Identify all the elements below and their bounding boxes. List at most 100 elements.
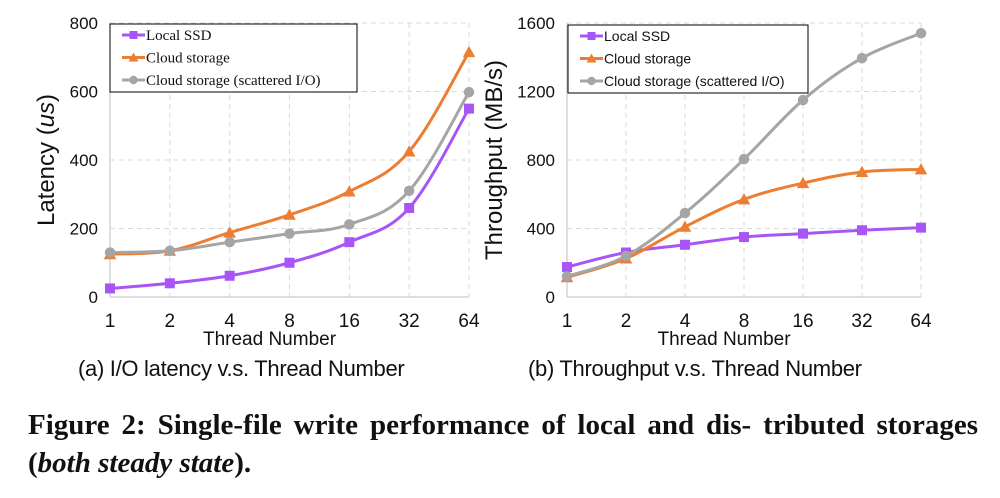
- y-axis-label-unit: us: [33, 102, 60, 127]
- legend-item: Cloud storage: [580, 51, 691, 67]
- y-axis-label: Throughput (MB/s): [481, 60, 508, 260]
- x-tick-label: 2: [621, 311, 632, 332]
- square-marker: [680, 239, 690, 250]
- square-marker: [224, 270, 235, 281]
- legend-label: Cloud storage: [146, 51, 230, 67]
- circle-marker: [856, 52, 868, 64]
- legend-item: Cloud storage (scattered I/O): [122, 73, 321, 89]
- circle-marker: [164, 245, 176, 257]
- x-axis-label: Thread Number: [203, 329, 337, 350]
- legend-label: Cloud storage (scattered I/O): [146, 73, 321, 89]
- circle-marker: [224, 236, 235, 248]
- circle-marker: [561, 271, 573, 282]
- triangle-marker: [737, 193, 751, 205]
- circle-marker: [129, 75, 138, 85]
- x-axis-label: Thread Number: [657, 329, 791, 350]
- x-tick-label: 2: [165, 311, 176, 332]
- triangle-marker: [586, 53, 597, 63]
- square-marker: [562, 262, 572, 273]
- y-axis-label: Latency (us): [33, 94, 60, 226]
- square-marker: [284, 257, 295, 268]
- circle-marker: [403, 185, 415, 197]
- figure-caption-end: ).: [234, 447, 252, 479]
- circle-marker: [104, 247, 116, 258]
- y-axis-label-suffix: ): [33, 94, 60, 102]
- y-tick-label: 0: [546, 288, 555, 307]
- triangle-marker: [402, 145, 416, 157]
- circle-marker: [344, 219, 355, 230]
- square-marker: [916, 222, 926, 233]
- legend-item: Cloud storage: [122, 51, 230, 67]
- legend-label: Local SSD: [146, 28, 212, 44]
- circle-marker: [679, 207, 691, 219]
- triangle-marker: [796, 176, 810, 189]
- x-tick-label: 8: [739, 311, 750, 332]
- throughput-chart: 0 400 800 1200 1600 1 2 4 8 16 32 64 Thread Number Th…: [481, 14, 932, 350]
- legend-box: [109, 23, 358, 93]
- circle-marker: [463, 86, 475, 98]
- x-tick-label: 4: [680, 311, 691, 332]
- triangle-marker: [283, 208, 296, 220]
- legend-box: [567, 24, 809, 94]
- legend-item: Local SSD: [580, 28, 670, 44]
- square-marker: [587, 32, 596, 40]
- x-tick-label: 32: [399, 311, 420, 332]
- subcaption-b: (b) Throughput v.s. Thread Number: [528, 356, 862, 381]
- y-tick-label: 800: [70, 14, 98, 33]
- x-tick-label: 1: [105, 311, 116, 332]
- triangle-marker: [128, 52, 139, 62]
- legend: Local SSD Cloud storage Cloud storage (sca…: [109, 23, 358, 93]
- latency-chart: 0 200 400 600 800 1 2 4 8 16 32 64 Thread Number Late…: [33, 14, 480, 350]
- circle-marker: [284, 228, 295, 239]
- x-tick-label: 64: [458, 311, 480, 332]
- x-tick-label: 64: [910, 311, 932, 332]
- y-tick-label: 800: [527, 151, 555, 170]
- square-marker: [739, 232, 749, 243]
- triangle-marker: [462, 45, 476, 58]
- square-marker: [129, 31, 138, 39]
- circle-marker: [915, 28, 927, 39]
- legend: Local SSD Cloud storage Cloud storage (sca…: [567, 24, 809, 94]
- y-tick-label: 400: [527, 220, 555, 239]
- series-cloud-storage-scattered-i-o: [104, 86, 475, 258]
- square-marker: [105, 283, 115, 294]
- triangle-marker: [678, 220, 692, 232]
- x-tick-label: 8: [284, 311, 295, 332]
- y-tick-label: 600: [70, 83, 98, 102]
- circle-marker: [587, 76, 596, 86]
- y-axis-label-prefix: Latency (: [33, 127, 60, 226]
- legend-label: Local SSD: [604, 28, 670, 44]
- triangle-marker: [914, 163, 928, 175]
- y-tick-label: 400: [70, 151, 98, 170]
- circle-marker: [620, 250, 632, 262]
- x-tick-label: 1: [562, 311, 573, 332]
- figure-caption-text: Figure 2: Single-file write performance …: [28, 409, 978, 479]
- square-marker: [798, 228, 808, 239]
- triangle-marker: [223, 226, 236, 238]
- legend-item: Local SSD: [122, 28, 212, 44]
- circle-marker: [797, 94, 809, 106]
- square-marker: [164, 278, 175, 289]
- series-local-ssd: [105, 103, 474, 294]
- circle-marker: [738, 153, 750, 165]
- square-marker: [404, 202, 415, 213]
- square-marker: [344, 237, 355, 248]
- series-cloud-storage-scattered-i-o: [561, 28, 927, 282]
- y-tick-label: 1200: [517, 83, 555, 102]
- triangle-marker: [343, 185, 356, 197]
- y-tick-label: 0: [89, 288, 98, 307]
- legend-label: Cloud storage: [604, 51, 691, 67]
- square-marker: [464, 103, 474, 114]
- square-marker: [857, 225, 867, 236]
- y-tick-label: 200: [70, 220, 98, 239]
- x-tick-label: 16: [339, 311, 360, 332]
- y-tick-label: 1600: [517, 14, 555, 33]
- x-tick-label: 16: [792, 311, 813, 332]
- figure-caption-italic: both steady state: [37, 447, 235, 479]
- legend-item: Cloud storage (scattered I/O): [580, 73, 785, 89]
- subcaption-a: (a) I/O latency v.s. Thread Number: [78, 356, 405, 381]
- legend-label: Cloud storage (scattered I/O): [604, 73, 785, 89]
- x-tick-label: 32: [851, 311, 872, 332]
- figure-caption: Figure 2: Single-file write performance …: [28, 406, 978, 482]
- triangle-marker: [855, 165, 869, 177]
